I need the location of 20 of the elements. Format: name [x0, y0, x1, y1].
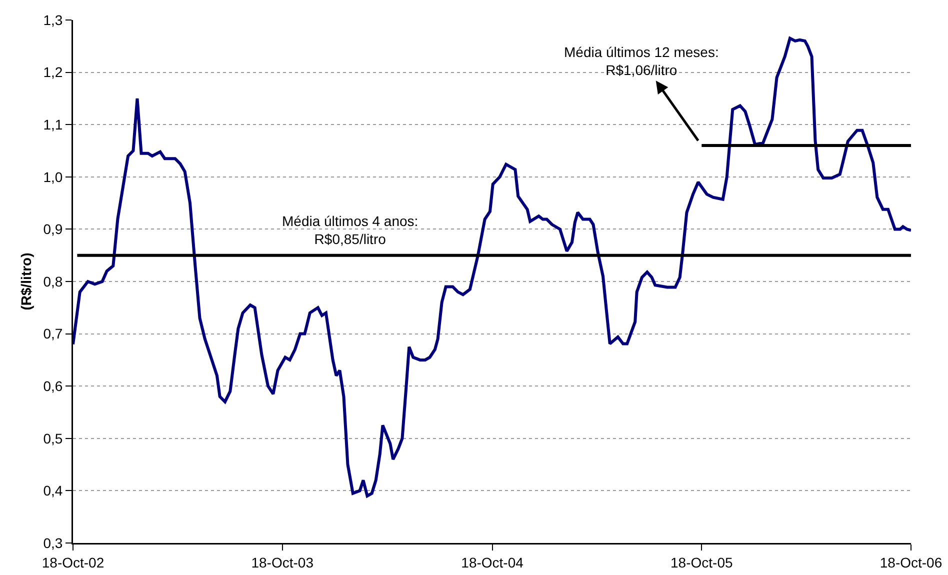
x-tick-label: 18-Oct-06	[880, 554, 942, 570]
y-tick-label: 0,6	[43, 378, 63, 394]
y-tick-label: 1,2	[43, 64, 63, 80]
y-tick-label: 1,1	[43, 116, 63, 132]
y-tick-label: 0,3	[43, 534, 63, 551]
x-tick-label: 18-Oct-05	[670, 554, 733, 570]
x-tick-label: 18-Oct-04	[461, 554, 524, 570]
x-tick-label: 18-Oct-02	[42, 554, 104, 570]
x-tick-label: 18-Oct-03	[251, 554, 314, 570]
y-tick-label: 0,9	[43, 221, 63, 238]
y-tick-label: 0,4	[43, 482, 63, 499]
y-tick-label: 1,3	[43, 12, 63, 28]
y-tick-label: 0,7	[43, 326, 63, 342]
y-axis-title: (R$/litro)	[18, 252, 34, 310]
y-tick-label: 0,5	[43, 430, 63, 446]
ref-line-label: Média últimos 4 anos: R$0,85/litro	[282, 213, 418, 248]
line-series	[73, 36, 911, 498]
annotation: Média últimos 12 meses: R$1,06/litro	[564, 44, 719, 78]
y-tick-label: 1,0	[43, 168, 63, 185]
y-tick-label: 0,8	[43, 273, 63, 290]
